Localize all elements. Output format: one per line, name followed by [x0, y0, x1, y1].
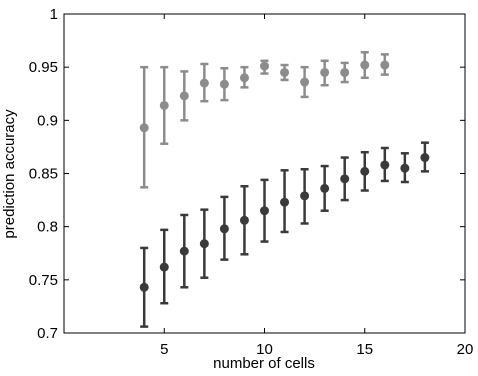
- y-tick-label: 0.9: [37, 112, 58, 129]
- data-point: [280, 67, 290, 77]
- x-axis-label: number of cells: [213, 355, 315, 371]
- data-point: [199, 239, 209, 249]
- data-point: [179, 246, 189, 256]
- y-axis-label: prediction accuracy: [1, 109, 18, 239]
- data-point: [360, 60, 370, 70]
- data-point: [300, 191, 310, 201]
- data-point: [159, 100, 169, 110]
- y-tick-label: 0.85: [29, 166, 58, 183]
- data-point: [420, 153, 430, 163]
- data-point: [320, 67, 330, 77]
- data-point: [159, 262, 169, 272]
- data-point: [360, 166, 370, 176]
- data-point: [380, 60, 390, 70]
- x-axis: 5 10 15 20: [160, 14, 473, 358]
- data-point: [139, 123, 149, 133]
- data-point: [239, 73, 249, 83]
- x-tick-label: 20: [457, 341, 474, 358]
- data-point: [219, 79, 229, 89]
- x-tick-label: 15: [356, 341, 373, 358]
- data-point: [280, 197, 290, 207]
- y-tick-label: 0.7: [37, 325, 58, 342]
- y-tick-label: 0.8: [37, 219, 58, 236]
- data-point: [139, 282, 149, 292]
- x-tick-label: 5: [160, 341, 168, 358]
- data-point: [199, 78, 209, 88]
- data-point: [300, 77, 310, 87]
- data-point: [340, 174, 350, 184]
- y-tick-label: 0.95: [29, 59, 58, 76]
- data-point: [179, 91, 189, 101]
- series-layer: [139, 51, 430, 328]
- series-2: [139, 141, 430, 328]
- data-point: [260, 206, 269, 216]
- y-tick-label: 0.75: [29, 272, 58, 289]
- data-point: [400, 163, 410, 173]
- y-axis: 0.7 0.75 0.8 0.85 0.9 0.95 1: [29, 6, 465, 342]
- data-point: [239, 215, 249, 225]
- data-point: [260, 61, 269, 71]
- series-1: [139, 51, 390, 189]
- data-point: [340, 67, 350, 77]
- y-tick-label: 1: [50, 6, 58, 23]
- data-point: [219, 224, 229, 234]
- data-point: [380, 160, 390, 170]
- x-tick-label: 10: [256, 341, 273, 358]
- data-point: [320, 183, 330, 193]
